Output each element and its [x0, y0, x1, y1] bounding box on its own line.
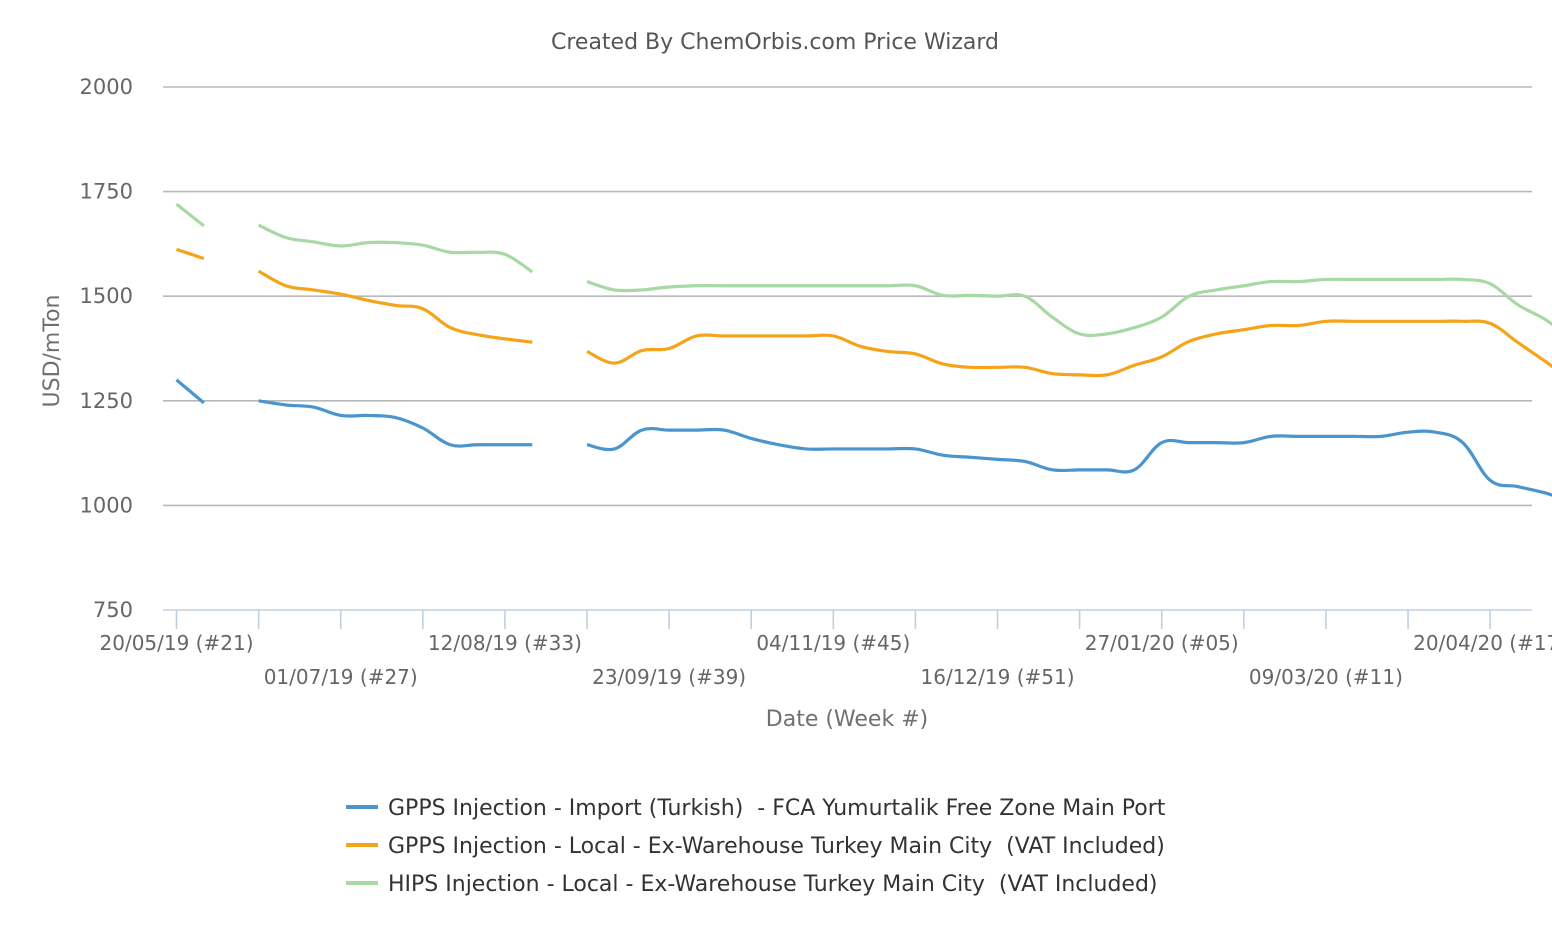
x-tick-label: 09/03/20 (#11): [1249, 665, 1403, 689]
legend-label-2: GPPS Injection - Local - Ex-Warehouse Tu…: [388, 834, 1165, 859]
y-tick-label-2000: 2000: [80, 75, 133, 99]
series-3-line-segment-3: [586, 277, 1552, 338]
legend-label-1: GPPS Injection - Import (Turkish) - FCA …: [388, 796, 1166, 821]
x-axis-title: Date (Week #): [766, 707, 928, 732]
legend-label-3: HIPS Injection - Local - Ex-Warehouse Tu…: [388, 872, 1158, 897]
x-tick-label: 16/12/19 (#51): [921, 665, 1075, 689]
series-2-line-segment-2: [257, 269, 533, 344]
y-tick-label-1250: 1250: [80, 389, 133, 413]
chart-title: Created By ChemOrbis.com Price Wizard: [551, 30, 999, 55]
x-tick-label: 23/09/19 (#39): [592, 665, 746, 689]
series-1-line-segment-1: [175, 378, 205, 405]
series-1-line-segment-2: [258, 399, 533, 448]
x-tick-label: 20/05/19 (#21): [100, 631, 254, 655]
series-3-line-segment-1: [175, 202, 205, 228]
grid-lines: [163, 86, 1532, 507]
x-tick-label: 04/11/19 (#45): [756, 631, 910, 655]
y-axis-title: USD/mTon: [40, 295, 65, 408]
series-lines: [175, 202, 1552, 497]
y-tick-label-1500: 1500: [80, 284, 133, 308]
x-tick-label: 20/04/20 (#17): [1413, 631, 1552, 655]
legend: GPPS Injection - Import (Turkish) - FCA …: [346, 796, 1166, 897]
x-tick-label: 12/08/19 (#33): [428, 631, 582, 655]
y-axis-ticks: 750 1000 1250 1500 1750 2000: [80, 75, 133, 622]
series-2-line-segment-3: [586, 319, 1552, 378]
x-tick-label: 01/07/19 (#27): [264, 665, 418, 689]
y-tick-label-750: 750: [93, 598, 133, 622]
y-tick-label-1750: 1750: [80, 180, 133, 204]
series-1-line-segment-3: [586, 427, 1552, 497]
series-2-line-segment-1: [175, 247, 205, 261]
series-3-line-segment-2: [257, 223, 534, 274]
x-tick-label: 27/01/20 (#05): [1085, 631, 1239, 655]
y-tick-label-1000: 1000: [80, 493, 133, 517]
x-axis-ticks: 20/05/19 (#21) 01/07/19 (#27) 12/08/19 (#3…: [100, 610, 1552, 689]
